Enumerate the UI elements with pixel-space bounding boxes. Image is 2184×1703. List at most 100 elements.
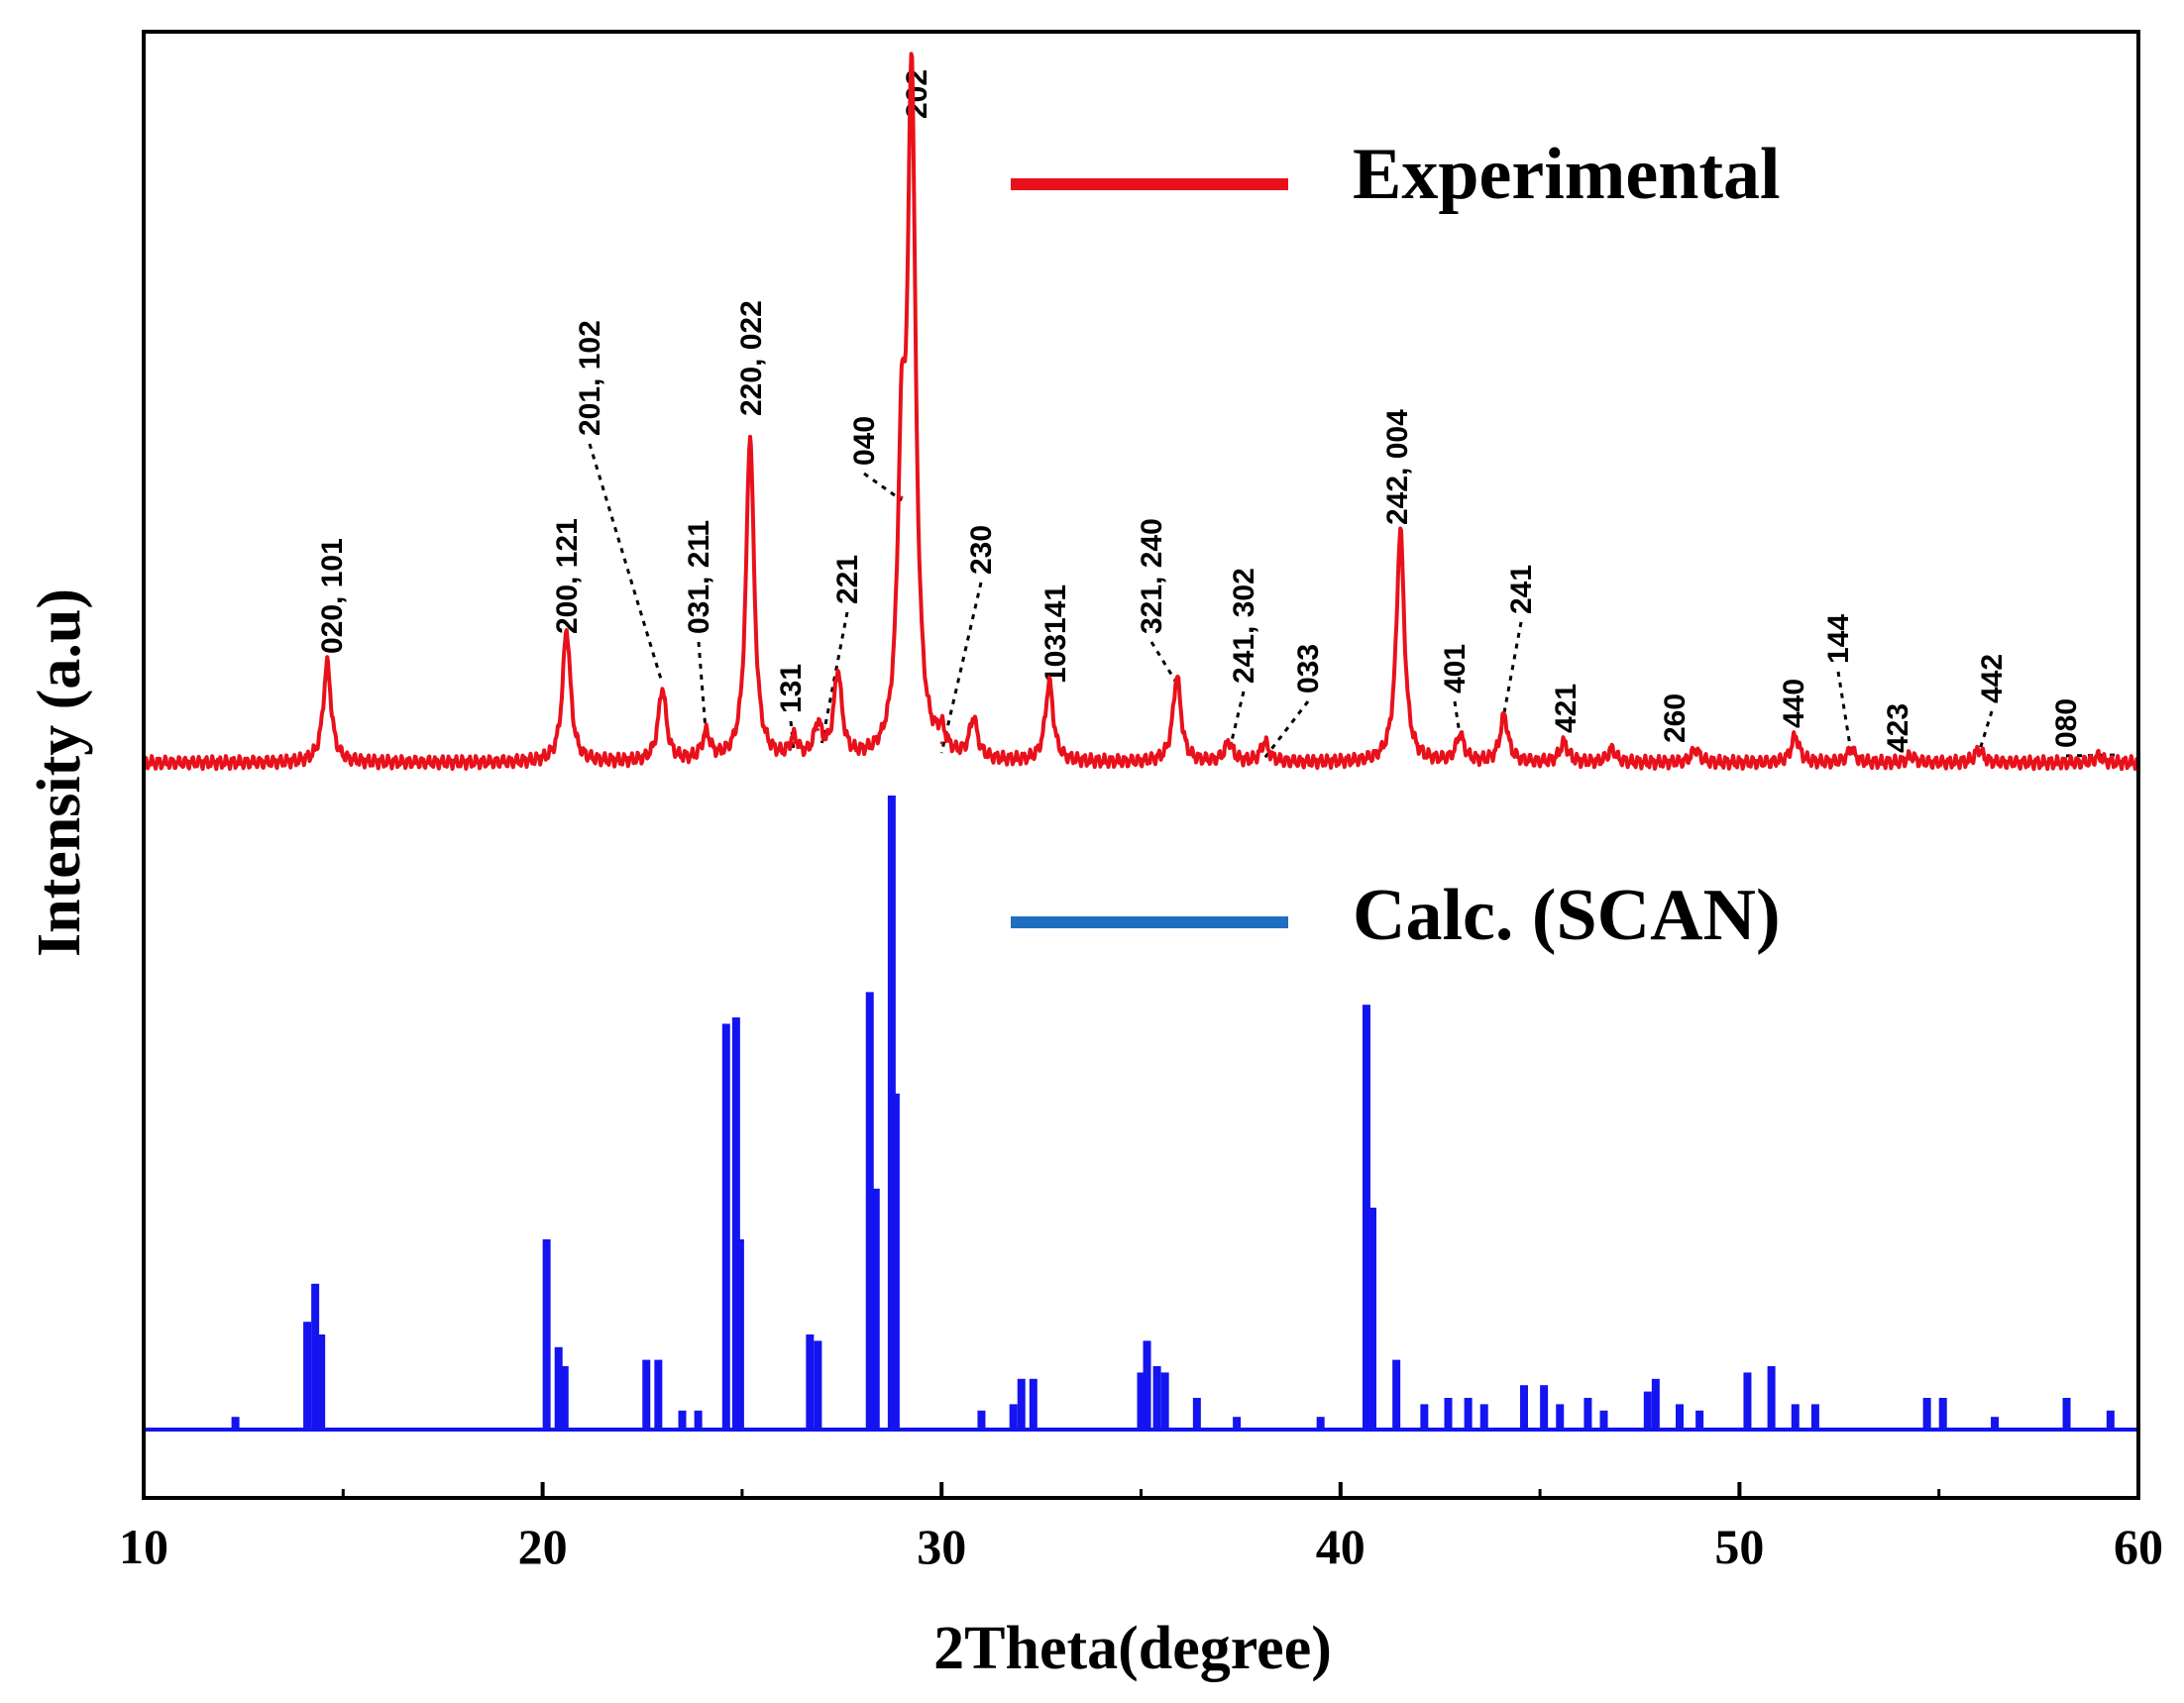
- x-tick-label: 10: [119, 1519, 168, 1574]
- calculated-peak-bar: [865, 992, 874, 1430]
- experimental-peak-point: [1610, 748, 1614, 752]
- x-tick-label: 50: [1714, 1519, 1764, 1574]
- legend: Experimental Calc. (SCAN): [1011, 134, 1781, 956]
- experimental-peak-point: [748, 436, 752, 440]
- hkl-label: 103141: [1039, 585, 1072, 684]
- experimental-peak-point: [1562, 741, 1566, 745]
- hkl-label: 423: [1882, 703, 1914, 753]
- y-axis-title: Intensity (a.u): [26, 588, 93, 957]
- calculated-peak-bar: [1029, 1378, 1037, 1430]
- calculated-peak-bar: [554, 1346, 563, 1430]
- experimental-peak-point: [1175, 675, 1179, 679]
- x-tick-label: 40: [1316, 1519, 1365, 1574]
- calculated-peak-bar: [303, 1322, 312, 1430]
- calculated-peak-bar: [1392, 1359, 1401, 1430]
- hkl-label: 260: [1659, 693, 1692, 743]
- calculated-peak-bar: [1017, 1378, 1026, 1430]
- calculated-peak-bar: [731, 1017, 740, 1430]
- experimental-peak-point: [792, 741, 796, 745]
- calculated-peak-bar: [1479, 1404, 1488, 1430]
- hkl-leader-line: [789, 720, 796, 754]
- experimental-peak-point: [325, 662, 329, 665]
- hkl-label: 241: [1505, 565, 1538, 614]
- calculated-peak-bar: [1009, 1404, 1018, 1430]
- hkl-leader-line: [1263, 700, 1310, 759]
- calculated-peak-bar: [814, 1340, 822, 1430]
- experimental-peak-point: [900, 495, 904, 499]
- hkl-label: 442: [1976, 654, 2009, 703]
- hkl-label: 144: [1822, 614, 1855, 664]
- x-tick-label: 20: [518, 1519, 568, 1574]
- calculated-peak-bar: [1791, 1404, 1800, 1430]
- hkl-label: 421: [1550, 684, 1583, 733]
- hkl-label: 200, 121: [551, 518, 584, 634]
- hkl-leader-line: [863, 472, 903, 502]
- calculated-peak-bar: [1444, 1398, 1453, 1430]
- experimental-peak-point: [836, 675, 840, 679]
- calculated-peak-bar: [694, 1410, 703, 1430]
- hkl-leader-line: [939, 582, 983, 754]
- calculated-peak-bar: [678, 1410, 687, 1430]
- experimental-peak-point: [816, 728, 819, 731]
- hkl-label: 131: [775, 664, 808, 713]
- calculated-peak-bar: [1991, 1417, 2000, 1430]
- hkl-label-layer: 020, 101 200, 121 201, 102 031, 211 220, 022…: [316, 69, 2119, 759]
- hkl-label: 031, 211: [683, 520, 715, 634]
- x-axis-title: 2Theta(degree): [933, 1615, 1332, 1682]
- hkl-label: 242, 004: [1381, 409, 1414, 525]
- x-axis: 10 20 30 40 50 60: [119, 1482, 2163, 1574]
- hkl-label: 221: [831, 555, 864, 604]
- experimental-series: [142, 52, 2140, 772]
- hkl-label: 080: [2050, 698, 2083, 748]
- calculated-peak-bar: [977, 1410, 986, 1430]
- hkl-leader-line: [1836, 671, 1853, 754]
- experimental-peak-point: [939, 741, 943, 745]
- calculated-peak-bar: [1519, 1385, 1528, 1430]
- hkl-leader-line: [1977, 710, 1994, 754]
- hkl-leader-line: [1502, 621, 1523, 714]
- experimental-peak-point: [1262, 741, 1266, 745]
- calculated-peak-bar: [1599, 1410, 1608, 1430]
- calculated-peak-bar: [2062, 1398, 2071, 1430]
- calculated-peak-bar: [1767, 1366, 1776, 1430]
- calculated-peak-bar: [1583, 1398, 1592, 1430]
- calculated-peak-bar: [1152, 1366, 1161, 1430]
- x-tick-label: 30: [917, 1519, 966, 1574]
- hkl-label: 440: [1778, 679, 1810, 728]
- calculated-peak-bar: [1643, 1391, 1652, 1430]
- calculated-peak-bar: [1137, 1372, 1146, 1430]
- calculated-peak-bar: [1651, 1378, 1660, 1430]
- calculated-peak-bar: [1233, 1417, 1242, 1430]
- hkl-label: 321, 240: [1136, 518, 1168, 634]
- hkl-label: 202: [901, 69, 933, 119]
- calculated-peak-bar: [1368, 1208, 1377, 1430]
- calculated-peak-bar: [721, 1023, 730, 1430]
- calculated-peak-bar: [1143, 1340, 1151, 1430]
- calculated-peak-bar: [1938, 1398, 1947, 1430]
- experimental-peak-point: [1459, 734, 1463, 738]
- calculated-peak-bar: [1743, 1372, 1752, 1430]
- calculated-peak-bar: [1540, 1385, 1549, 1430]
- hkl-label: 201, 102: [574, 320, 606, 436]
- hkl-label: 020, 101: [316, 538, 349, 654]
- experimental-peak-point: [1227, 741, 1231, 745]
- experimental-peak-point: [1502, 714, 1506, 718]
- calculated-peak-bar: [311, 1283, 320, 1430]
- experimental-peak-point: [1910, 754, 1913, 758]
- calculated-peak-bar: [1192, 1398, 1201, 1430]
- experimental-peak-point: [1977, 748, 1981, 752]
- experimental-peak-point: [1693, 748, 1697, 752]
- hkl-leader-line: [819, 611, 849, 744]
- experimental-peak-point: [1794, 734, 1798, 738]
- calculated-peak-bar: [317, 1334, 326, 1430]
- calculated-peak-bar: [1420, 1404, 1429, 1430]
- hkl-leader-line: [588, 443, 664, 685]
- x-tick-label: 60: [2114, 1519, 2163, 1574]
- experimental-peak-point: [565, 628, 569, 632]
- experimental-peak-point: [1849, 748, 1853, 752]
- experimental-peak-point: [705, 734, 709, 738]
- legend-label-experimental: Experimental: [1353, 134, 1781, 215]
- calculated-peak-bar: [542, 1239, 551, 1430]
- calculated-peak-bar: [642, 1359, 651, 1430]
